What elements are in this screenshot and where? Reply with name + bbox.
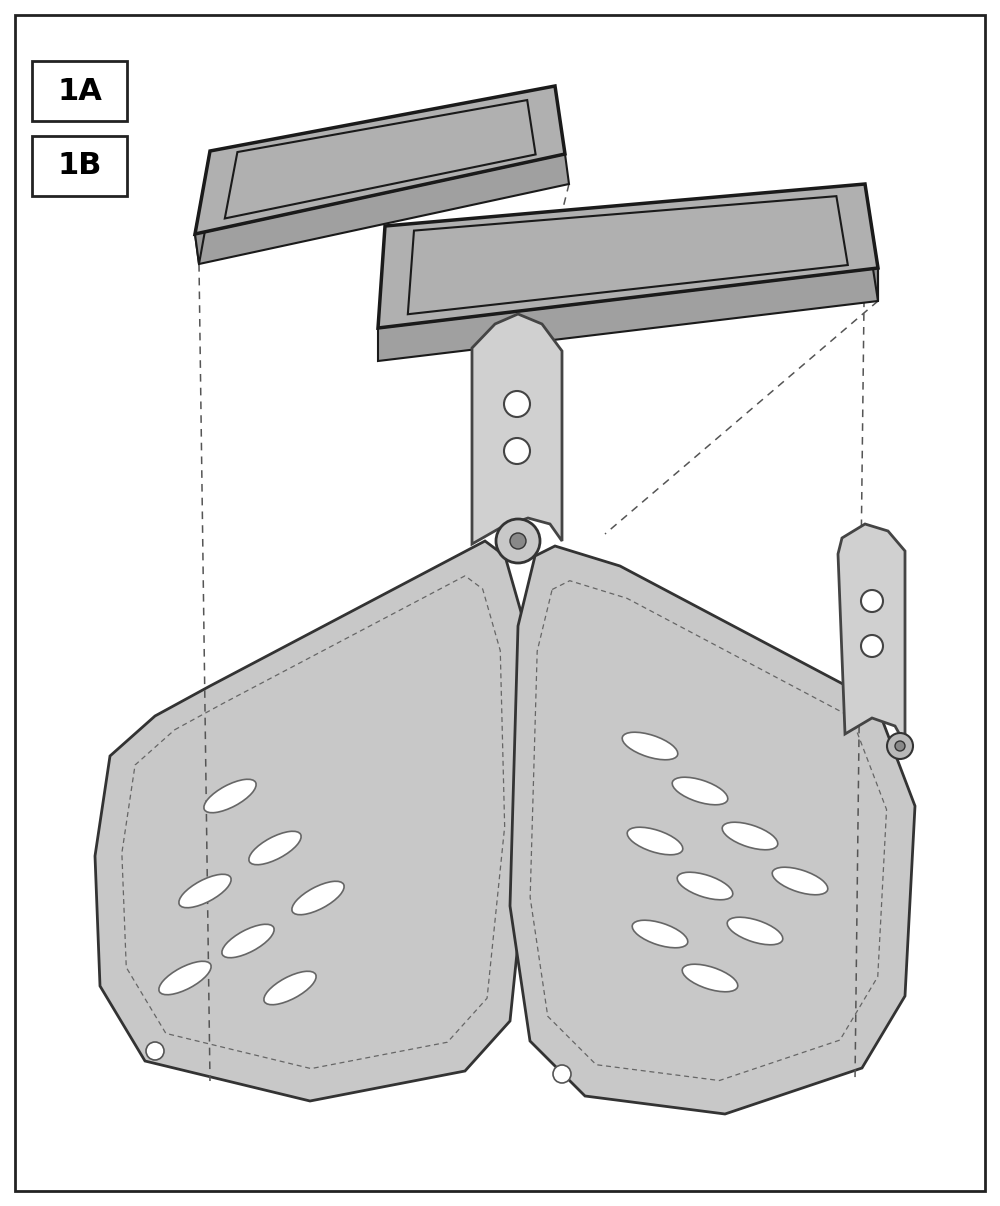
Circle shape	[146, 1042, 164, 1060]
Ellipse shape	[672, 777, 728, 804]
Ellipse shape	[772, 867, 828, 895]
Polygon shape	[472, 314, 562, 544]
Ellipse shape	[264, 971, 316, 1005]
Polygon shape	[838, 523, 905, 744]
Circle shape	[861, 590, 883, 611]
Ellipse shape	[632, 920, 688, 948]
Ellipse shape	[179, 874, 231, 908]
Ellipse shape	[627, 827, 683, 855]
Ellipse shape	[677, 872, 733, 900]
Polygon shape	[195, 151, 214, 264]
Polygon shape	[865, 185, 878, 302]
Polygon shape	[510, 546, 915, 1114]
Polygon shape	[378, 268, 878, 361]
FancyBboxPatch shape	[32, 62, 127, 121]
Ellipse shape	[222, 924, 274, 958]
Polygon shape	[378, 185, 878, 328]
Polygon shape	[95, 541, 530, 1101]
Circle shape	[496, 519, 540, 563]
Polygon shape	[195, 154, 569, 264]
Circle shape	[861, 636, 883, 657]
FancyBboxPatch shape	[32, 136, 127, 197]
Text: 1B: 1B	[57, 152, 102, 181]
Ellipse shape	[622, 732, 678, 760]
Ellipse shape	[727, 918, 783, 944]
Polygon shape	[195, 86, 565, 234]
Ellipse shape	[159, 961, 211, 995]
Circle shape	[504, 438, 530, 464]
Ellipse shape	[292, 882, 344, 914]
Ellipse shape	[682, 965, 738, 991]
Circle shape	[895, 740, 905, 751]
Ellipse shape	[722, 822, 778, 850]
Circle shape	[553, 1065, 571, 1083]
Circle shape	[887, 733, 913, 759]
Ellipse shape	[249, 831, 301, 865]
Ellipse shape	[204, 779, 256, 813]
Text: 1A: 1A	[57, 76, 102, 105]
Circle shape	[510, 533, 526, 549]
Circle shape	[504, 391, 530, 417]
